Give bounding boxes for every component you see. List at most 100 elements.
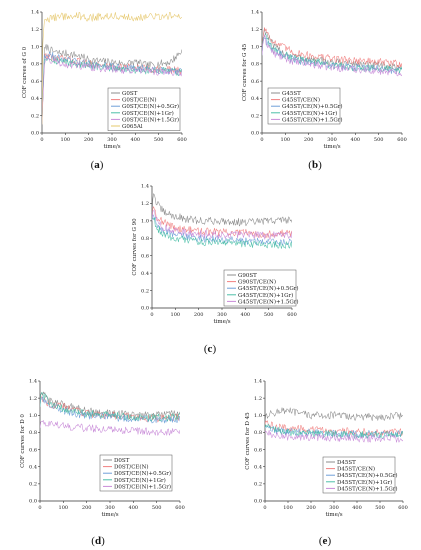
chart-panel-1: 0.0 0.2 0.4 0.6 0.8 1.0 1.2 1.4 0 100 200 300 400 500… <box>22 10 187 171</box>
x-axis-title: time/s <box>323 144 340 150</box>
series-line <box>152 210 292 240</box>
x-tick-label: 500 <box>152 505 162 511</box>
x-tick-label: 400 <box>352 505 362 511</box>
x-tick-label: 400 <box>129 505 139 511</box>
legend-label: G45ST/CE(N)+1.5Gr) <box>238 298 299 305</box>
y-tick-label: 1.2 <box>29 396 37 402</box>
y-axis-title: COF curves for D 0 <box>20 414 26 468</box>
x-tick-label: 500 <box>375 505 385 511</box>
legend-box <box>107 87 181 131</box>
x-tick-label: 0 <box>40 137 43 143</box>
x-tick-label: 0 <box>263 505 266 511</box>
legend-label: D45ST/CE(N)+1.5Gr) <box>337 485 398 492</box>
series-line <box>40 396 180 424</box>
y-tick-label: 0.4 <box>254 464 262 470</box>
y-tick-label: 0.4 <box>251 96 259 102</box>
y-tick-label: 1.2 <box>141 201 149 207</box>
x-tick-label: 600 <box>397 137 407 143</box>
chart-panel-3: 0.0 0.2 0.4 0.6 0.8 1.0 1.2 1.4 0 100 200 300 400 500… <box>132 184 299 355</box>
x-tick-label: 500 <box>374 137 384 143</box>
y-axis-title: COF curves for D 45 <box>245 412 251 470</box>
y-axis-title: COF curves of G 0 <box>22 46 28 98</box>
x-tick-label: 200 <box>84 137 94 143</box>
x-tick-label: 300 <box>217 312 227 318</box>
chart-panel-5: 0.0 0.2 0.4 0.6 0.8 1.0 1.2 1.4 0 100 200 300 400 500… <box>245 379 408 547</box>
legend-label: G45ST/CE(N)+0.5Gr) <box>282 103 343 110</box>
y-tick-label: 0.2 <box>251 113 259 119</box>
legend-label: D0ST/CE(N)+0.5Gr) <box>114 470 171 477</box>
series-line <box>262 34 402 77</box>
y-tick-label: 1.0 <box>141 219 149 225</box>
y-tick-label: 0.8 <box>141 236 149 242</box>
x-tick-label: 0 <box>260 137 263 143</box>
series-line <box>40 420 180 436</box>
x-axis-title: time/s <box>213 319 230 325</box>
legend-label: G0ST/CE(N)+1Gr) <box>122 110 174 117</box>
y-tick-label: 1.4 <box>254 379 262 385</box>
x-tick-label: 400 <box>351 137 361 143</box>
y-tick-label: 0.2 <box>254 482 262 488</box>
legend: D0STD0ST/CE(N)D0ST/CE(N)+0.5Gr)D0ST/CE(N… <box>99 454 173 492</box>
y-axis-title: COF curves for G 90 <box>132 218 138 276</box>
y-tick-label: 0.0 <box>141 306 149 312</box>
y-tick-label: 1.0 <box>29 413 37 419</box>
y-tick-label: 1.4 <box>141 184 149 190</box>
legend-label: G0ST/CE(N) <box>122 97 157 104</box>
y-tick-label: 0.0 <box>254 499 262 505</box>
legend-label: G90ST <box>238 273 257 279</box>
y-tick-label: 1.4 <box>31 10 39 16</box>
x-tick-label: 600 <box>398 505 408 511</box>
x-axis-title: time/s <box>103 144 120 150</box>
x-tick-label: 300 <box>329 505 339 511</box>
legend-label: G0ST <box>122 91 138 97</box>
panel-label: (e) <box>319 535 332 547</box>
legend-label: D0ST/CE(N)+1.5Gr) <box>114 483 171 490</box>
series-line <box>42 12 182 125</box>
y-tick-label: 1.4 <box>29 379 37 385</box>
legend-label: D45ST/CE(N)+1Gr) <box>337 479 392 486</box>
legend: D45STD45ST/CE(N)D45ST/CE(N)+0.5Gr)D45ST/… <box>322 456 398 494</box>
y-tick-label: 0.4 <box>141 271 149 277</box>
legend-label: D45ST/CE(N) <box>337 466 375 473</box>
x-tick-label: 600 <box>177 137 187 143</box>
y-tick-label: 0.2 <box>141 288 149 294</box>
y-tick-label: 0.4 <box>29 464 37 470</box>
y-tick-label: 0.6 <box>29 447 37 453</box>
legend-label: G45ST/CE(N)+1Gr) <box>282 110 337 117</box>
y-tick-label: 1.2 <box>251 27 259 33</box>
y-tick-label: 0.2 <box>29 482 37 488</box>
x-tick-label: 200 <box>304 137 314 143</box>
x-tick-label: 200 <box>82 505 92 511</box>
y-tick-label: 0.6 <box>254 447 262 453</box>
series-line <box>152 214 292 246</box>
legend-label: D45ST <box>337 460 356 466</box>
x-tick-label: 300 <box>105 505 115 511</box>
series-line <box>152 217 292 249</box>
x-tick-label: 0 <box>38 505 41 511</box>
legend-label: D0ST/CE(N) <box>114 464 149 471</box>
legend: G45STG45ST/CE(N)G45ST/CE(N)+0.5Gr)G45ST/… <box>267 87 343 125</box>
panel-label: (a) <box>91 159 104 171</box>
legend-label: G45ST/CE(N)+1Gr) <box>238 292 293 299</box>
legend-label: D45ST/CE(N)+0.5Gr) <box>337 472 398 479</box>
x-tick-label: 500 <box>264 312 274 318</box>
x-tick-label: 200 <box>306 505 316 511</box>
legend-label: G45ST/CE(N)+0.5Gr) <box>238 285 299 292</box>
y-tick-label: 0.8 <box>254 430 262 436</box>
legend-label: G45ST/CE(N)+1.5Gr) <box>282 116 343 123</box>
y-tick-label: 1.4 <box>251 10 259 16</box>
y-tick-label: 0.0 <box>29 499 37 505</box>
y-tick-label: 0.2 <box>31 113 39 119</box>
x-tick-label: 600 <box>287 312 297 318</box>
legend: G90STG90ST/CE(N)G45ST/CE(N)+0.5Gr)G45ST/… <box>223 269 299 307</box>
y-tick-label: 0.6 <box>141 253 149 259</box>
series-line <box>40 392 180 422</box>
y-tick-label: 1.2 <box>31 27 39 33</box>
y-axis-title: COF curves for G 45 <box>242 43 248 101</box>
y-tick-label: 0.0 <box>251 131 259 137</box>
chart-panel-2: 0.0 0.2 0.4 0.6 0.8 1.0 1.2 1.4 0 100 200 300 400 500… <box>242 10 407 171</box>
x-tick-label: 100 <box>171 312 181 318</box>
x-tick-label: 100 <box>61 137 71 143</box>
panel-label: (b) <box>308 159 322 171</box>
